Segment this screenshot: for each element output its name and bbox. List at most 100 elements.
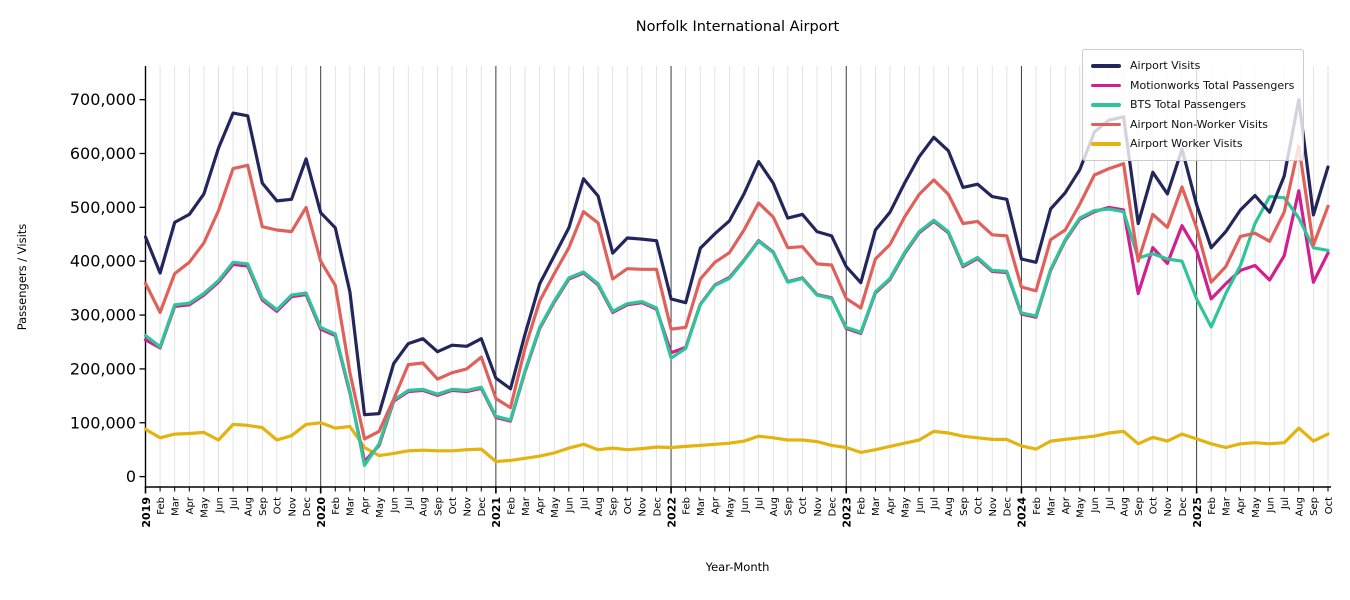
series-line-motionworks-total-passengers — [143, 189, 1330, 464]
x-tick-label: Feb — [857, 497, 868, 515]
x-tick-label: May — [375, 497, 386, 518]
x-tick-label: Mar — [696, 496, 707, 516]
x-tick-label: Jul — [579, 497, 590, 510]
x-tick-label: Jul — [229, 497, 240, 510]
x-tick-label: Aug — [243, 497, 254, 517]
chart-title: Norfolk International Airport — [635, 19, 840, 35]
x-tick-label: Sep — [608, 497, 619, 516]
y-tick-label: 600,000 — [70, 144, 136, 163]
x-tick-label: May — [1076, 497, 1087, 518]
legend-item-motionworks-total-passengers: Motionworks Total Passengers — [1091, 76, 1294, 96]
x-tick-label: Dec — [652, 497, 663, 516]
x-tick-label: Feb — [1032, 497, 1043, 515]
x-tick-label: Jul — [930, 497, 941, 510]
x-tick-label: Jun — [214, 497, 225, 514]
x-tick-label: Jun — [1265, 497, 1276, 514]
x-tick-label: Dec — [302, 497, 313, 516]
x-tick-label: Nov — [813, 497, 824, 517]
x-tick-label: Feb — [1207, 497, 1218, 515]
x-tick-label: Sep — [784, 497, 795, 516]
x-tick-label: Nov — [1163, 497, 1174, 517]
x-tick-label: Dec — [1178, 497, 1189, 516]
x-tick-label: Apr — [535, 496, 546, 514]
series-line-airport-non-worker-visits — [143, 144, 1330, 441]
series-line-airport-worker-visits — [143, 421, 1330, 464]
x-tick-label: 2020 — [315, 497, 328, 528]
x-tick-label: May — [1251, 497, 1262, 518]
x-tick-label: Feb — [506, 497, 517, 515]
x-tick-label: 2023 — [841, 497, 854, 528]
legend-label: Airport Non-Worker Visits — [1130, 117, 1269, 131]
x-tick-label: Sep — [433, 497, 444, 516]
x-tick-label: Jul — [754, 497, 765, 510]
x-tick-label: May — [550, 497, 561, 518]
x-tick-label: Aug — [769, 497, 780, 517]
y-tick-label: 700,000 — [70, 90, 136, 109]
y-tick-label: 300,000 — [70, 306, 136, 325]
x-tick-label: Mar — [521, 496, 532, 516]
x-tick-label: Apr — [886, 496, 897, 514]
x-tick-label: Jul — [404, 497, 415, 510]
x-tick-label: Aug — [594, 497, 605, 517]
x-tick-label: Nov — [287, 497, 298, 517]
legend-label: Airport Worker Visits — [1130, 137, 1243, 151]
x-tick-label: Feb — [156, 497, 167, 515]
x-tick-label: Mar — [170, 496, 181, 516]
x-tick-label: Jun — [915, 497, 926, 514]
x-tick-label: Oct — [448, 497, 459, 514]
y-tick-label: 400,000 — [70, 252, 136, 271]
x-tick-label: Dec — [827, 497, 838, 516]
x-tick-label: Apr — [1061, 496, 1072, 514]
x-tick-label: Oct — [623, 497, 634, 514]
x-tick-label: Sep — [959, 497, 970, 516]
x-tick-label: Mar — [1046, 496, 1057, 516]
legend-label: Motionworks Total Passengers — [1130, 78, 1295, 92]
x-tick-label: Mar — [1222, 496, 1233, 516]
x-tick-label: Nov — [988, 497, 999, 517]
x-tick-label: 2024 — [1016, 497, 1029, 528]
x-tick-label: Feb — [331, 497, 342, 515]
x-tick-label: Sep — [1134, 497, 1145, 516]
x-tick-label: Apr — [1236, 496, 1247, 514]
x-tick-label: Sep — [1309, 497, 1320, 516]
legend-item-airport-worker-visits: Airport Worker Visits — [1091, 134, 1294, 154]
x-tick-label: 2022 — [665, 497, 678, 528]
legend-item-bts-total-passengers: BTS Total Passengers — [1091, 95, 1294, 115]
x-tick-label: Oct — [273, 497, 284, 514]
x-tick-label: Oct — [798, 497, 809, 514]
legend-swatch-motionworks — [1091, 83, 1121, 87]
legend-label: BTS Total Passengers — [1130, 98, 1247, 112]
x-tick-label: Jul — [1280, 497, 1291, 510]
x-tick-label: Jun — [565, 497, 576, 514]
legend: Airport Visits Motionworks Total Passeng… — [1082, 49, 1305, 161]
y-axis-label: Passengers / Visits — [15, 223, 29, 331]
x-tick-label: Aug — [419, 497, 430, 517]
x-tick-label: Nov — [462, 497, 473, 517]
x-tick-label: Dec — [1003, 497, 1014, 516]
legend-swatch-worker — [1091, 142, 1121, 146]
x-tick-label: Sep — [258, 497, 269, 516]
x-tick-label: 2025 — [1191, 497, 1204, 528]
x-tick-label: May — [200, 497, 211, 518]
x-tick-label: Aug — [1295, 497, 1306, 517]
legend-swatch-non-worker — [1091, 122, 1121, 126]
legend-label: Airport Visits — [1130, 59, 1201, 73]
x-tick-label: Oct — [1324, 497, 1335, 514]
x-tick-label: May — [900, 497, 911, 518]
y-tick-label: 0 — [126, 467, 136, 486]
x-tick-label: Jun — [740, 497, 751, 514]
x-tick-label: Jul — [1105, 497, 1116, 510]
x-tick-label: Aug — [1119, 497, 1130, 517]
x-tick-label: Apr — [360, 496, 371, 514]
y-tick-label: 500,000 — [70, 198, 136, 217]
x-tick-label: Jun — [389, 497, 400, 514]
x-tick-label: Oct — [1149, 497, 1160, 514]
x-tick-label: Feb — [681, 497, 692, 515]
x-tick-label: May — [725, 497, 736, 518]
x-tick-label: Dec — [477, 497, 488, 516]
series-line-airport-visits — [143, 98, 1330, 417]
x-tick-label: Mar — [871, 496, 882, 516]
x-axis-label: Year-Month — [705, 560, 770, 574]
y-tick-label: 100,000 — [70, 413, 136, 432]
x-tick-label: Nov — [638, 497, 649, 517]
